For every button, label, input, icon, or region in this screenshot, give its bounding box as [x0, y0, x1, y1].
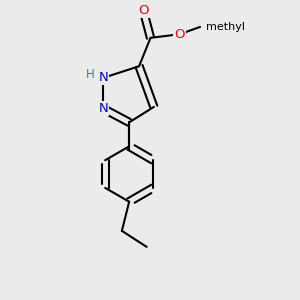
Text: O: O — [138, 4, 148, 17]
Text: methyl: methyl — [206, 22, 245, 32]
Text: H: H — [86, 68, 95, 81]
Text: N: N — [99, 71, 108, 84]
Text: N: N — [99, 102, 108, 115]
Text: O: O — [174, 28, 185, 41]
